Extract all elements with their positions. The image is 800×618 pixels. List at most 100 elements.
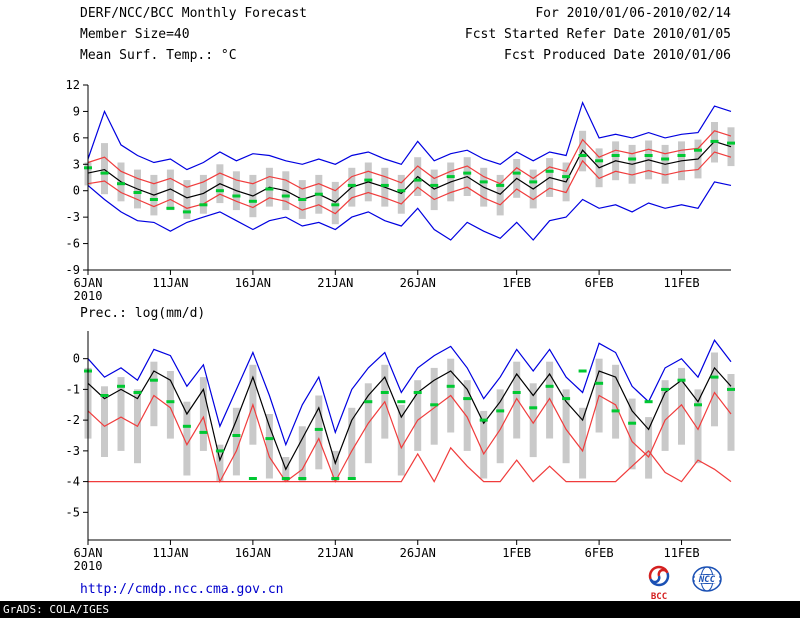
temp-chart-label: Mean Surf. Temp.: °C [80,48,237,63]
precip-chart-label: Prec.: log(mm/d) [80,306,206,321]
bcc-logo-swirl [648,565,670,587]
ensemble-spread-bar [513,361,521,439]
ensemble-spread-bar [265,414,273,479]
ensemble-spread-bar [397,404,405,476]
ensemble-spread-bar [414,380,422,451]
y-tick-label: 0 [73,352,80,366]
produced-date-label: Fcst Produced Date 2010/01/06 [504,48,731,63]
ncc-logo-banner [695,575,719,583]
y-tick-label: -4 [66,475,80,489]
ensemble-spread-bar [694,389,702,464]
ensemble-spread-bar [529,383,537,458]
y-tick-label: -9 [66,263,80,277]
bcc-logo-red-arc [648,565,669,580]
ensemble-spread-bar [628,398,636,470]
line-lower-spread [87,391,732,484]
x-year-label: 2010 [74,289,103,303]
page-title: DERF/NCC/BCC Monthly Forecast [80,6,307,21]
line-ensemble-mean [87,366,732,471]
ensemble-spread-bar [150,361,158,427]
bcc-logo-text: BCC [651,592,667,602]
ensemble-spread-bar [216,444,224,482]
ensemble-spread-bar [645,417,653,479]
ensemble-spread-bar [166,371,174,439]
ensemble-spread-bar [546,361,554,439]
ensemble-spread-bar [101,143,108,195]
ensemble-spread-bar [480,410,488,479]
ensemble-spread-bar [199,377,207,451]
member-size-label: Member Size=40 [80,27,190,42]
source-url: http://cmdp.ncc.cma.gov.cn [80,582,284,597]
ensemble-spread-bar [678,367,685,445]
ensemble-spread-bar [101,386,108,457]
x-tick-label: 11FEB [663,546,699,560]
grads-credit-bar: GrADS: COLA/IGES [0,601,800,618]
x-tick-label: 1FEB [502,546,531,560]
line-ensemble-min [87,181,732,241]
y-tick-label: -5 [66,505,80,519]
grads-credit-text: GrADS: COLA/IGES [3,603,109,616]
ensemble-spread-bar [496,389,504,464]
y-tick-label: -3 [66,210,80,224]
bcc-logo: BCC [648,565,670,602]
ensemble-spread-bar [430,169,438,211]
ensemble-spread-bar [183,180,191,219]
ensemble-spread-bar [331,181,339,225]
y-tick-label: -2 [66,413,80,427]
y-tick-label: 9 [73,104,80,118]
ensemble-spread-bar [661,380,669,451]
ensemble-spread-bar [562,389,570,464]
line-ensemble-max [87,100,732,171]
ensemble-spread-bar [232,407,240,476]
y-tick-label: -3 [66,444,80,458]
x-tick-label: 6JAN [74,276,103,290]
x-tick-label: 11FEB [663,276,699,290]
ensemble-spread-bar [727,374,735,451]
line-ensemble-mean [87,140,732,203]
ensemble-spread-bar [331,450,339,482]
line-ensemble-min-dry-floor [88,446,732,483]
ensemble-spread-bar [166,169,174,211]
x-tick-label: 21JAN [317,276,353,290]
ensemble-spread-bar [579,407,587,479]
ensemble-spread-bar [348,407,356,479]
x-tick-label: 16JAN [235,546,271,560]
ensemble-spread-bar [727,127,735,167]
ensemble-spread-bar [711,352,718,427]
y-tick-label: -6 [66,237,80,251]
ensemble-spread-bar [315,395,323,470]
ensemble-spread-bar [199,174,207,214]
ensemble-spread-bar [612,364,620,439]
x-tick-label: 26JAN [400,276,436,290]
line-lower-spread [87,151,732,215]
ncc-logo-equator-line [692,574,722,584]
ensemble-spread-bar [463,380,471,451]
x-tick-label: 11JAN [152,276,188,290]
line-ensemble-max [87,339,732,447]
bcc-logo-blue-arc [649,572,670,587]
x-tick-label: 6FEB [585,546,614,560]
line-upper-spread [87,130,732,192]
x-tick-label: 6FEB [585,276,614,290]
ncc-logo-text: NCC [698,575,716,585]
ensemble-spread-bar [298,426,306,482]
x-tick-label: 16JAN [235,276,271,290]
x-tick-label: 6JAN [74,546,103,560]
y-tick-label: 12 [66,78,80,92]
x-tick-label: 1FEB [502,276,531,290]
refer-date-label: Fcst Started Refer Date 2010/01/05 [464,27,731,42]
forecast-range-label: For 2010/01/06-2010/02/14 [535,6,731,21]
x-tick-label: 26JAN [400,546,436,560]
y-tick-label: 0 [73,184,80,198]
x-year-label: 2010 [74,559,103,573]
ensemble-spread-bar [496,174,504,216]
y-tick-label: 3 [73,157,80,171]
ensemble-spread-bar [397,174,405,214]
y-tick-label: -1 [66,382,80,396]
ncc-logo: NCC [692,566,722,592]
x-tick-label: 21JAN [317,546,353,560]
ensemble-spread-bar [183,401,191,476]
x-tick-label: 11JAN [152,546,188,560]
